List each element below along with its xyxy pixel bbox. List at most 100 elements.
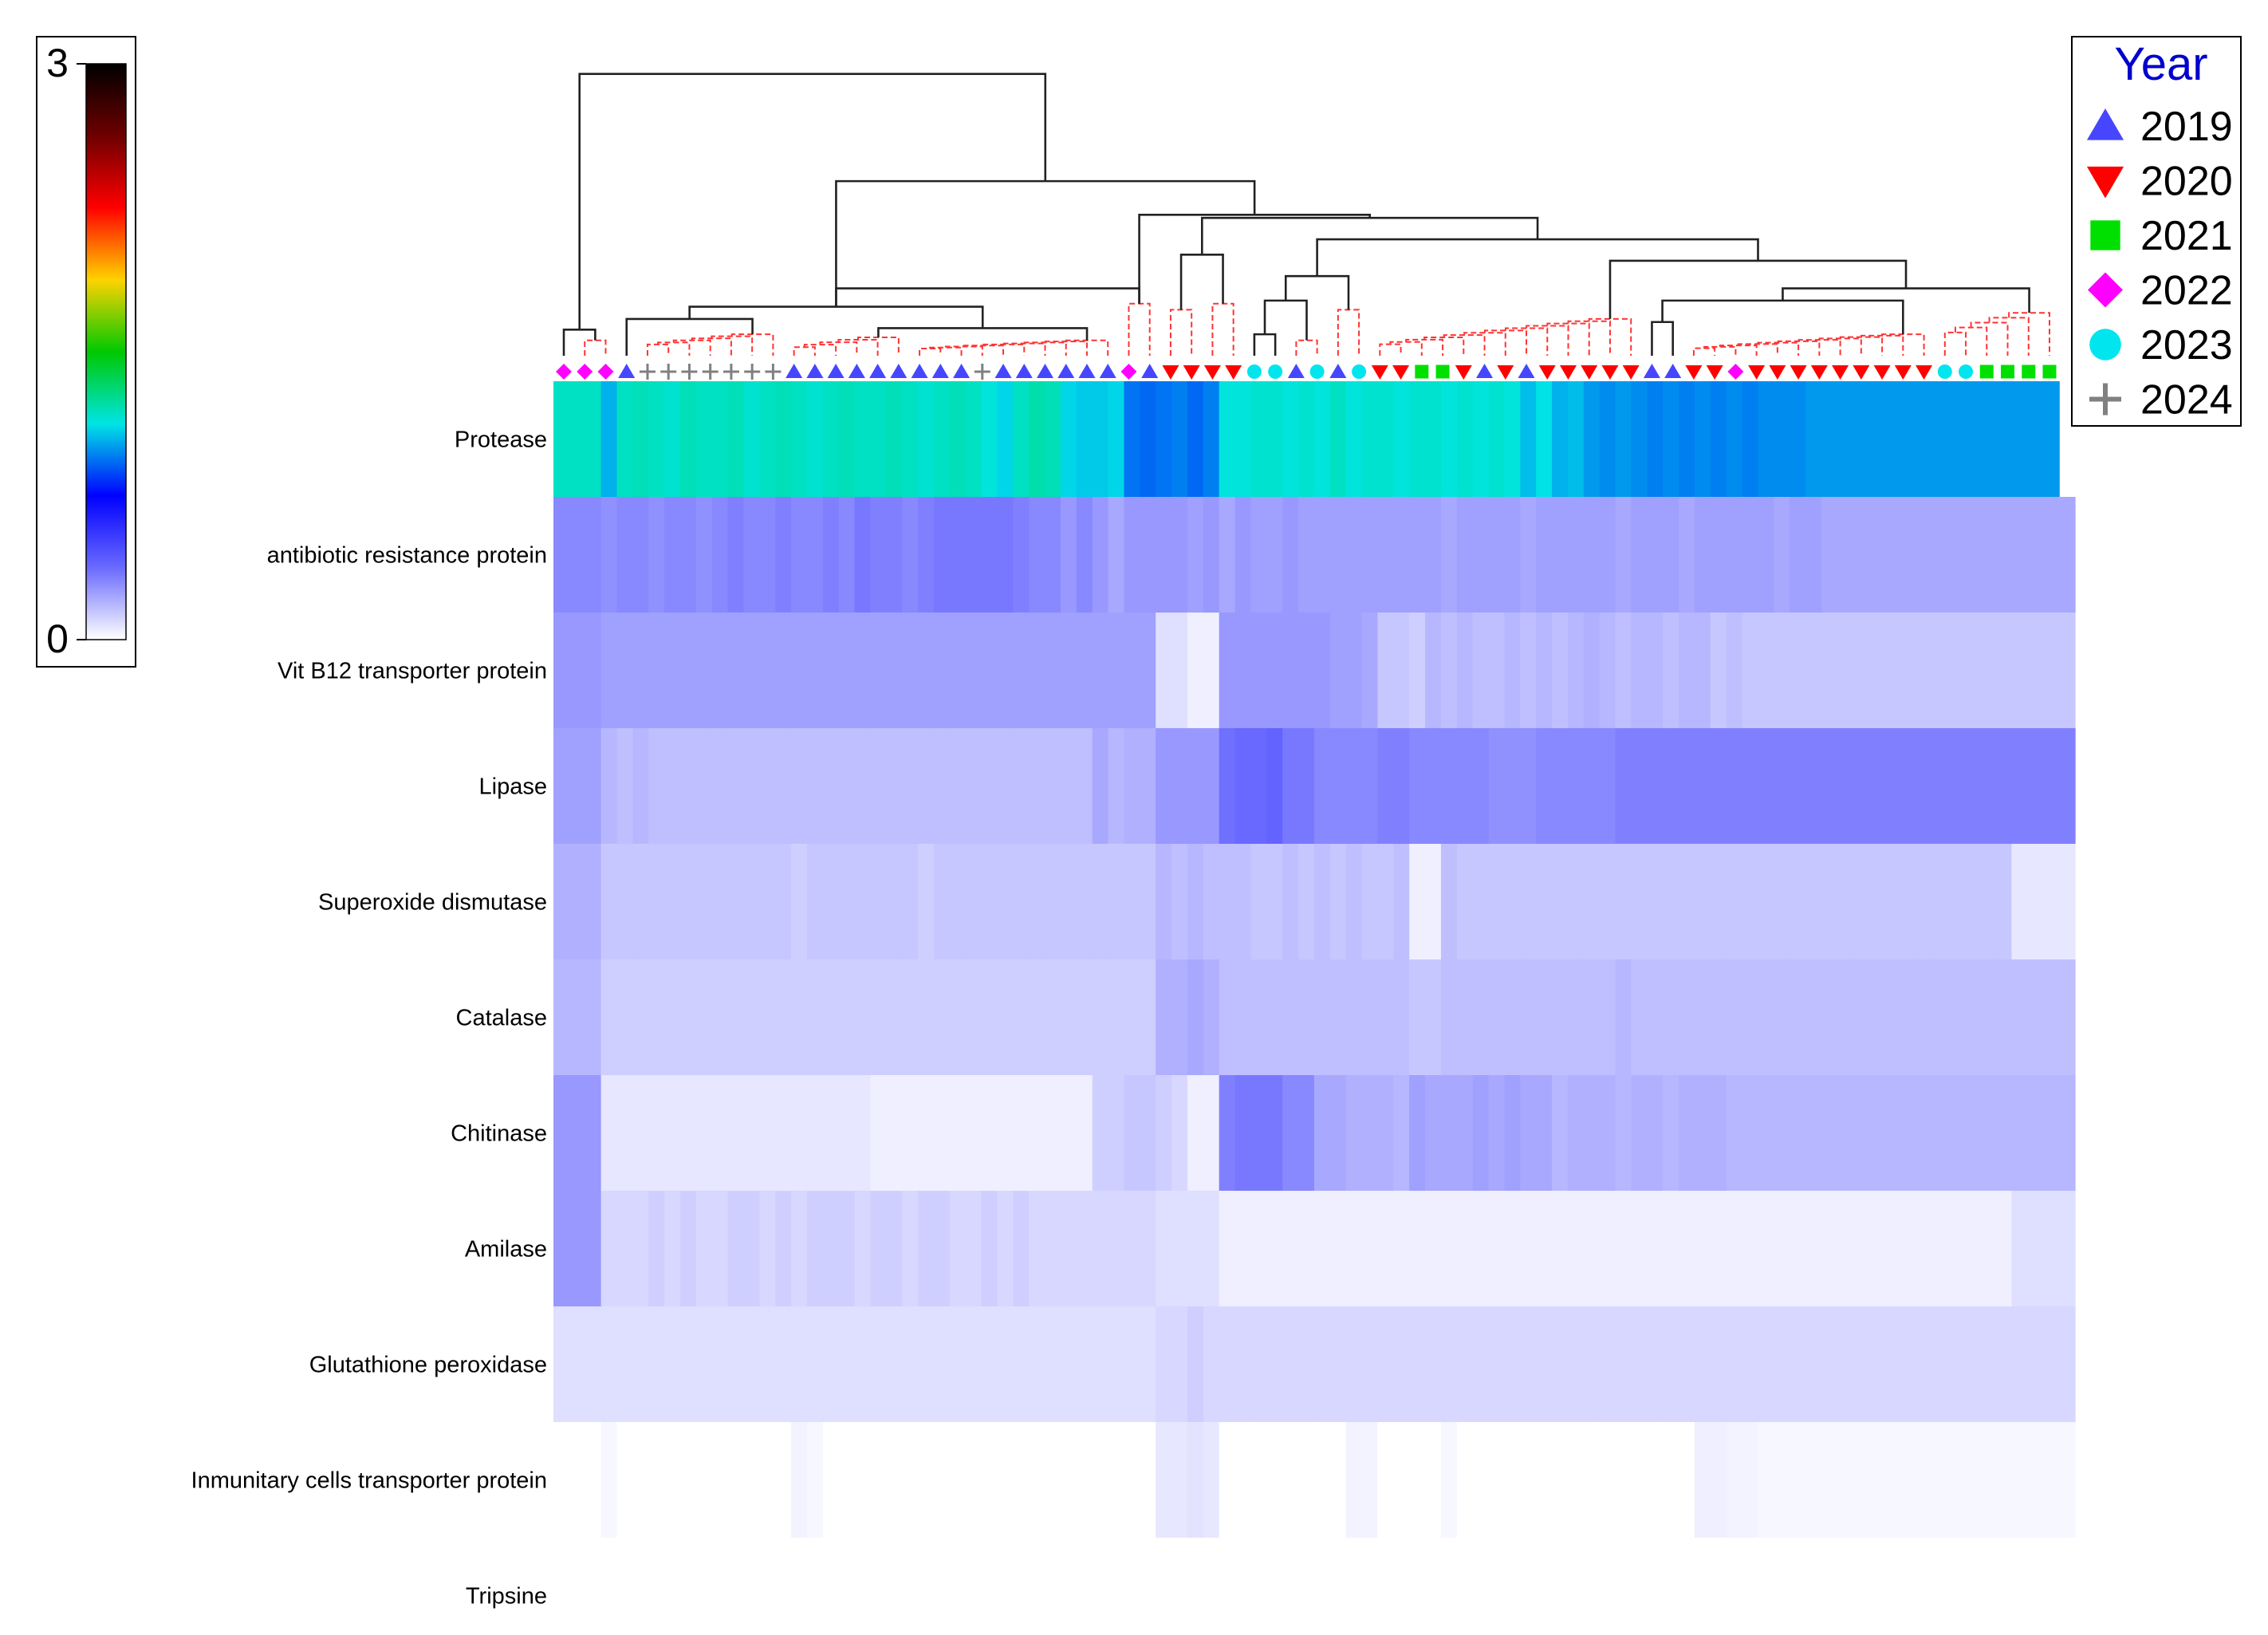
heatmap-cell [1663,1538,1679,1635]
year-marker [744,364,761,380]
heatmap-cell [949,1191,967,1307]
heatmap-cell [2043,1191,2060,1307]
year-marker [827,364,845,378]
heatmap-cell [1108,497,1125,613]
heatmap-cell [1108,728,1125,845]
heatmap-cell [727,1306,745,1423]
heatmap-cell [1805,497,1822,613]
heatmap-cell [806,497,824,613]
heatmap-cell [1060,1075,1077,1192]
dendrogram-link [1284,274,1350,310]
colorbar-gradient [85,63,127,640]
heatmap-cell [1472,1075,1490,1192]
heatmap-cell [1774,613,1790,729]
heatmap-cell [1663,381,1679,498]
heatmap-cell [1663,959,1679,1076]
dendrogram-link-dashed [1757,341,1800,356]
heatmap-cell [585,613,602,729]
heatmap-cell [1092,1538,1109,1635]
heatmap-cell [1029,959,1045,1076]
heatmap-cell [1552,613,1569,729]
heatmap-cell [1916,1191,1933,1307]
heatmap-cell [1963,1191,1981,1307]
heatmap-cell [1266,1075,1283,1192]
heatmap-cell [711,381,729,498]
heatmap-cell [1440,1306,1458,1423]
heatmap-cell [1013,728,1030,845]
heatmap-cell [965,844,982,960]
heatmap-cell [1124,1422,1141,1538]
heatmap-cell [791,844,808,960]
heatmap-cell [1663,497,1679,613]
heatmap-cell [1060,728,1077,845]
heatmap-cell [1963,959,1981,1076]
heatmap-cell [1947,613,1965,729]
heatmap-cell [1377,1306,1395,1423]
heatmap-cell [1868,1538,1886,1635]
heatmap-cell [1076,381,1093,498]
heatmap-cell [1140,844,1156,960]
heatmap-cell [791,1075,808,1192]
heatmap-cell [1821,728,1838,845]
heatmap-cell [1488,959,1506,1076]
dendrogram-link [1138,214,1371,304]
heatmap-cell [759,728,777,845]
heatmap-cell [1440,497,1458,613]
heatmap-cell [711,1075,729,1192]
heatmap-cell [981,613,998,729]
heatmap-cell [1409,1538,1426,1635]
heatmap-cell [1790,959,1806,1076]
heatmap-cell [1821,959,1838,1076]
heatmap-cell [806,1422,824,1538]
heatmap-cell [1821,613,1838,729]
heatmap-cell [1853,959,1870,1076]
heatmap-cell [1821,1075,1838,1192]
heatmap-cell [1203,1306,1220,1423]
year-marker [1057,364,1075,378]
heatmap-cell [965,1191,982,1307]
heatmap-cell [1124,844,1141,960]
heatmap-cell [743,497,761,613]
heatmap-cell [569,1075,586,1192]
heatmap-cell [965,728,982,845]
heatmap-cell [886,613,904,729]
heatmap-cell [1884,1538,1902,1635]
heatmap-cell [1647,381,1664,498]
heatmap-cell [1583,1422,1601,1538]
heatmap-cell [854,497,872,613]
heatmap-cell [1060,959,1077,1076]
heatmap-cell [648,613,665,729]
heatmap-cell [981,1191,998,1307]
heatmap-cell [1298,1075,1315,1192]
heatmap-cell [775,1306,792,1423]
heatmap-cell [1615,1422,1632,1538]
heatmap-cell [886,497,904,613]
heatmap-cell [1187,381,1204,498]
heatmap-cell [838,613,856,729]
heatmap-cell [1282,497,1299,613]
heatmap-cell [1313,1075,1331,1192]
heatmap-cell [600,1075,618,1192]
heatmap-cell [1108,1538,1125,1635]
heatmap-cell [1520,497,1537,613]
heatmap-cell [2027,728,2044,845]
heatmap-cell [1774,1306,1790,1423]
heatmap-cell [1947,1538,1965,1635]
heatmap-cell [1472,497,1490,613]
heatmap-cell [886,844,904,960]
heatmap-cell [1504,381,1522,498]
heatmap-cell [1425,1191,1442,1307]
heatmap-cell [1567,1306,1585,1423]
heatmap-cell [759,1422,777,1538]
row-label: Amilase [465,1237,547,1263]
heatmap-cell [695,613,713,729]
heatmap-cell [1361,844,1379,960]
heatmap-cell [1504,1422,1522,1538]
heatmap-cell [1187,1422,1204,1538]
heatmap-cell [1108,1306,1125,1423]
heatmap-cell [933,613,951,729]
heatmap-cell [1409,728,1426,845]
heatmap-cell [1219,381,1236,498]
dendrogram-link-dashed [793,346,816,356]
heatmap-cell [1456,497,1474,613]
